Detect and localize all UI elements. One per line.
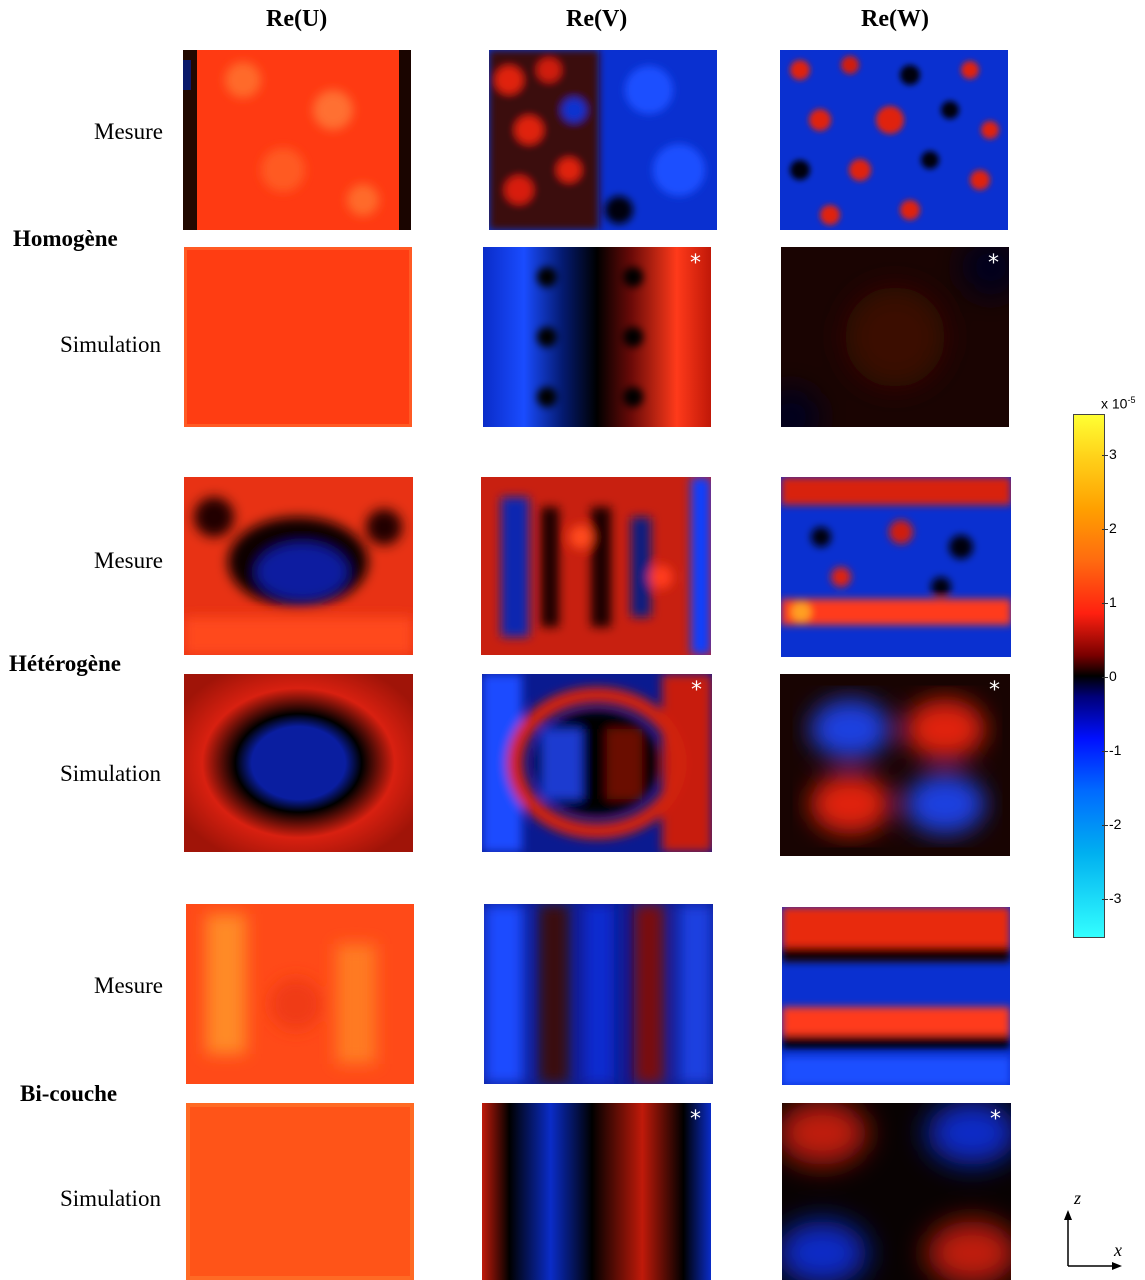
colorbar-tick: [1102, 455, 1108, 456]
colorbar-tick: [1102, 825, 1108, 826]
x-arrow-icon: [1112, 1262, 1122, 1270]
colorbar-tick: [1102, 529, 1108, 530]
field-map-homogene-simulation-v: *: [483, 247, 711, 427]
group-label-homogene: Homogène: [13, 226, 118, 251]
group-label-bicouche: Bi-couche: [20, 1081, 118, 1106]
field-map-bicouche-simulation-v: *: [482, 1103, 711, 1280]
column-header-re-w: Re(W): [861, 6, 929, 32]
axes-indicator: z x: [1058, 1188, 1138, 1274]
field-map-homogene-measure-w: [780, 50, 1008, 230]
row-label-measure: Mesure: [94, 119, 163, 144]
colorbar-tick-label: 1: [1109, 594, 1117, 610]
field-map-homogene-measure-u: [183, 50, 411, 230]
axis-label-x: x: [1114, 1240, 1122, 1260]
colorbar-tick-label: -2: [1109, 816, 1122, 832]
colorbar-tick: [1102, 603, 1108, 604]
row-label-measure: Mesure: [94, 548, 163, 573]
field-map-bicouche-measure-v: [484, 904, 713, 1084]
star-marker: *: [988, 251, 999, 276]
star-marker: *: [691, 678, 702, 703]
field-map-homogene-simulation-w: *: [781, 247, 1009, 427]
star-marker: *: [690, 1107, 701, 1132]
row-label-simulation: Simulation: [60, 1186, 161, 1211]
star-marker: *: [690, 251, 701, 276]
field-map-bicouche-measure-w: [782, 907, 1010, 1085]
field-map-heterogene-simulation-u: [184, 674, 413, 852]
field-map-bicouche-simulation-w: *: [782, 1103, 1011, 1280]
star-marker: *: [989, 678, 1000, 703]
colorbar-tick: [1102, 899, 1108, 900]
colorbar-tick: [1102, 751, 1108, 752]
colorbar-tick-label: -1: [1109, 742, 1122, 758]
field-map-bicouche-simulation-u: [186, 1103, 414, 1280]
field-map-homogene-measure-v: [489, 50, 717, 230]
row-label-simulation: Simulation: [60, 761, 161, 786]
field-map-bicouche-measure-u: [186, 904, 414, 1084]
field-map-heterogene-simulation-w: *: [780, 674, 1010, 856]
colorbar: [1073, 414, 1105, 938]
colorbar-tick-label: 2: [1109, 520, 1117, 536]
field-map-heterogene-simulation-v: *: [482, 674, 712, 852]
field-map-heterogene-measure-w: [781, 477, 1011, 657]
axis-label-z: z: [1074, 1188, 1082, 1208]
field-map-homogene-simulation-u: [184, 247, 412, 427]
colorbar-tick: [1102, 677, 1108, 678]
column-header-re-v: Re(V): [566, 6, 628, 32]
row-label-simulation: Simulation: [60, 332, 161, 357]
colorbar-tick-label: 0: [1109, 668, 1117, 684]
colorbar-exponent: x 10-5: [1101, 395, 1136, 412]
z-arrow-icon: [1064, 1210, 1072, 1220]
group-label-heterogene: Hétérogène: [9, 651, 121, 676]
colorbar-tick-label: -3: [1109, 890, 1122, 906]
row-label-measure: Mesure: [94, 973, 163, 998]
field-map-heterogene-measure-u: [184, 477, 413, 655]
column-header-re-u: Re(U): [266, 6, 328, 32]
field-map-heterogene-measure-v: [481, 477, 711, 655]
star-marker: *: [990, 1107, 1001, 1132]
colorbar-tick-label: 3: [1109, 446, 1117, 462]
